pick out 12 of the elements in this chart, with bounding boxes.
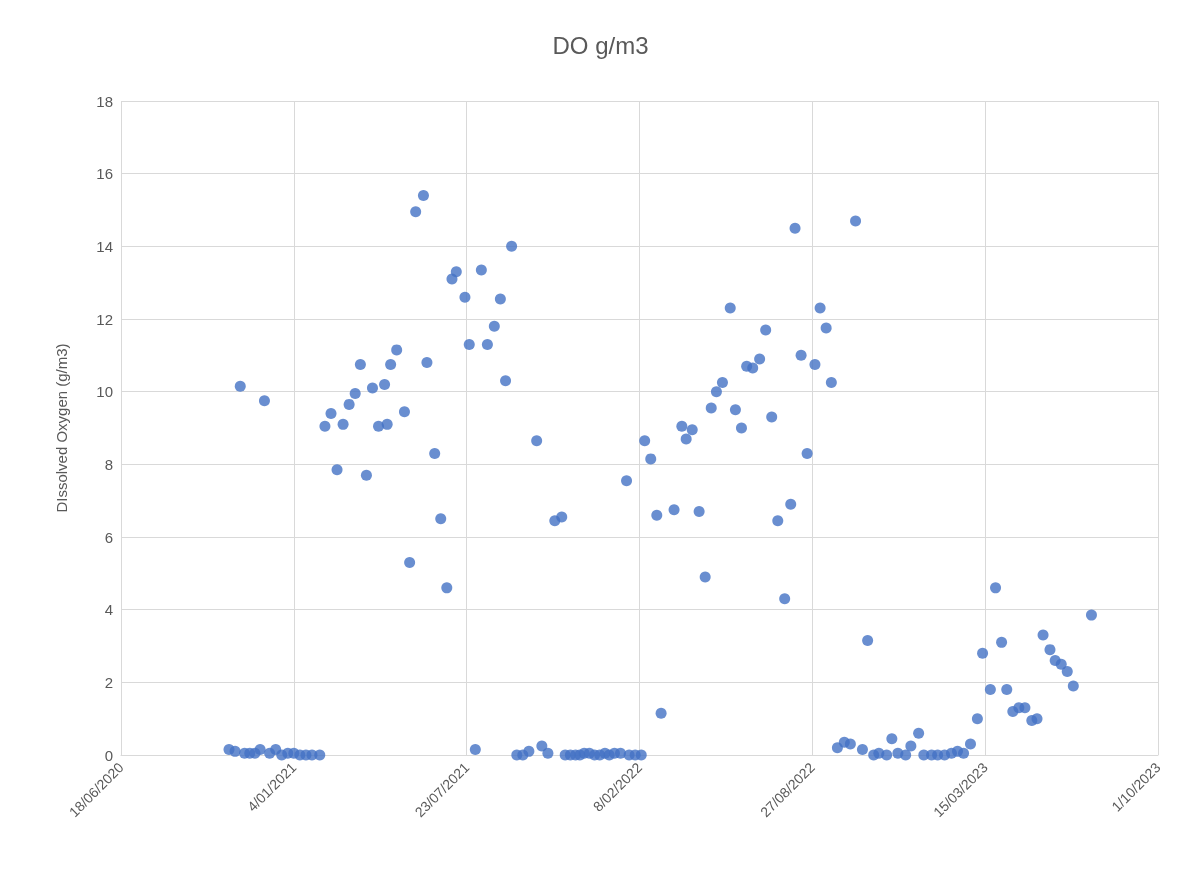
- y-tick-label: 4: [104, 601, 113, 619]
- y-tick-label: 16: [96, 165, 113, 183]
- y-tick-label: 2: [104, 673, 113, 691]
- y-tick-label: 6: [104, 528, 113, 546]
- y-axis-title: DIssolved Oxygen (g/m3): [53, 343, 70, 513]
- y-tick-label: 8: [104, 455, 113, 473]
- y-tick-label: 14: [96, 237, 113, 255]
- y-tick-label: 12: [96, 310, 113, 328]
- chart-title: DO g/m3: [552, 31, 649, 59]
- y-tick-label: 10: [96, 383, 113, 401]
- y-tick-label: 18: [96, 92, 113, 110]
- y-tick-label: 0: [104, 746, 113, 764]
